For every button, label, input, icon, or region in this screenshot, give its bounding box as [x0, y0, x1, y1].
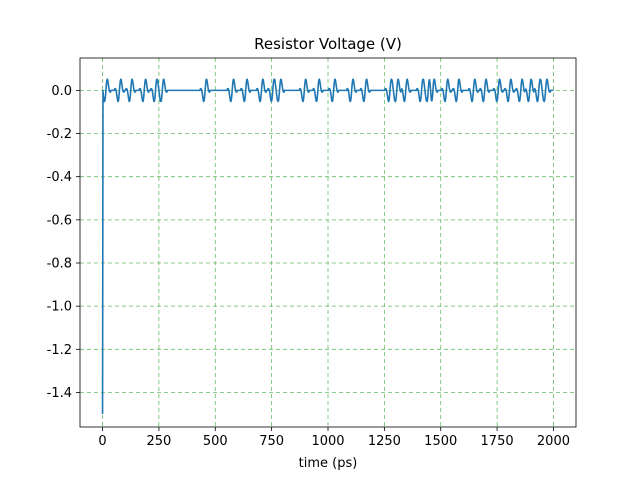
- x-tick-label: 1000: [311, 434, 344, 449]
- x-tick-label: 1500: [424, 434, 457, 449]
- y-tick-label: -1.2: [47, 343, 72, 358]
- y-tick-label: -0.2: [47, 127, 72, 142]
- x-tick-label: 2000: [537, 434, 570, 449]
- y-tick-label: -0.8: [47, 257, 72, 272]
- x-tick-label: 500: [203, 434, 228, 449]
- y-tick-label: -1.0: [47, 300, 72, 315]
- series-line-resistor-voltage: [101, 78, 554, 415]
- x-tick-label: 1250: [368, 434, 401, 449]
- y-axis-ticks: 0.0 -0.2 -0.4 -0.6 -0.8 -1.0 -1.2 -1.4: [47, 84, 80, 401]
- x-tick-label: 1750: [481, 434, 514, 449]
- y-tick-label: -1.4: [47, 386, 72, 401]
- y-tick-label: -0.6: [47, 213, 72, 228]
- x-axis-ticks: 0 250 500 750 1000 1250 1500 1750 2000: [98, 427, 570, 449]
- x-axis-title: time (ps): [299, 456, 358, 471]
- y-tick-label: -0.4: [47, 170, 72, 185]
- series-layer: [101, 78, 554, 415]
- x-tick-label: 0: [98, 434, 106, 449]
- x-tick-label: 750: [259, 434, 284, 449]
- chart-title: Resistor Voltage (V): [254, 35, 402, 53]
- x-tick-label: 250: [146, 434, 171, 449]
- y-tick-label: 0.0: [51, 84, 72, 99]
